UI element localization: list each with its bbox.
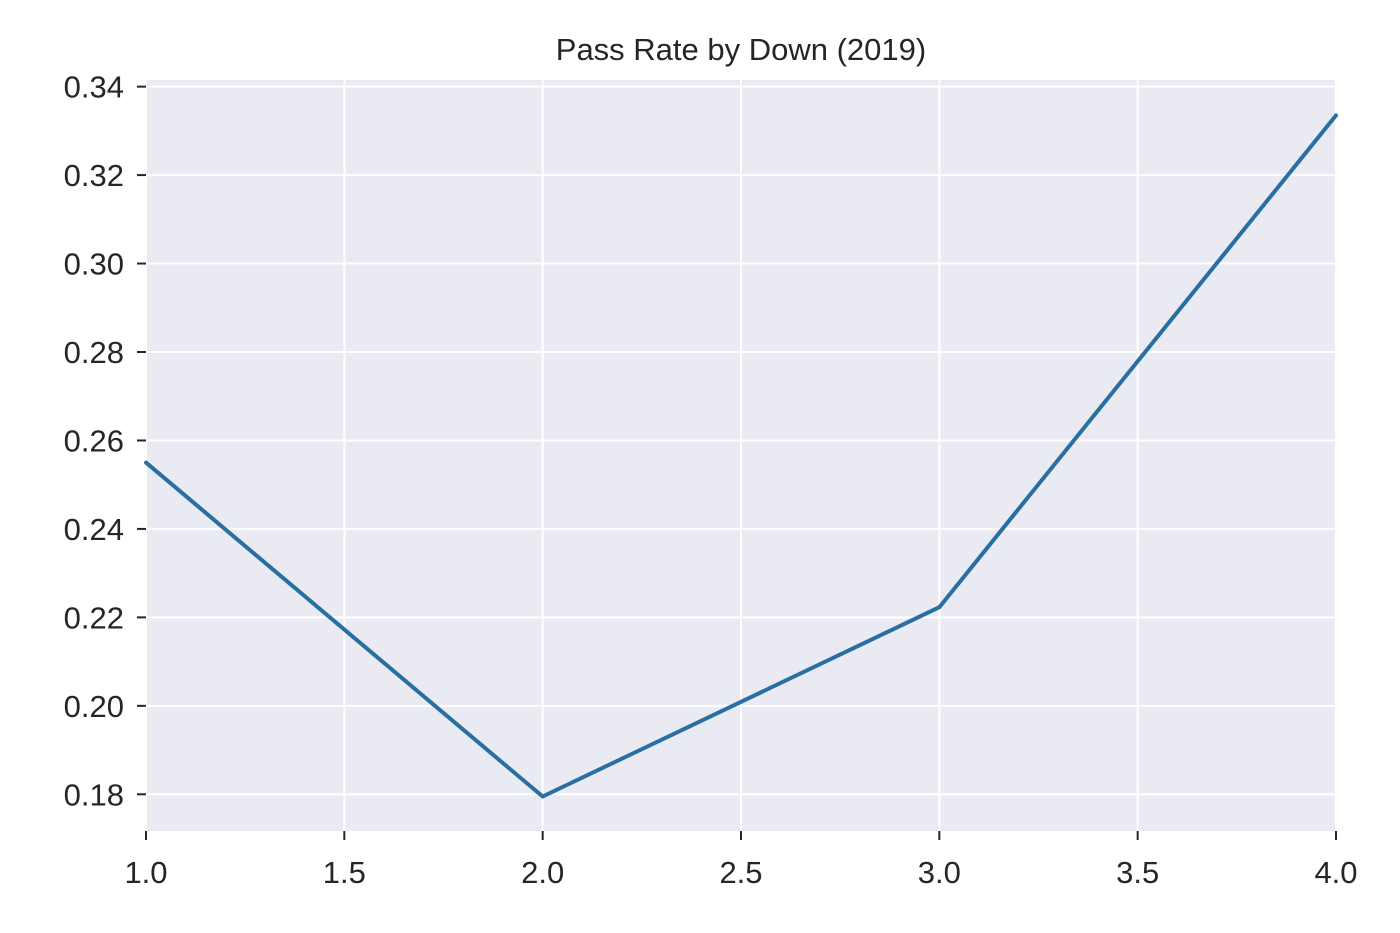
y-tick-label: 0.24 — [64, 512, 124, 547]
x-tick-label: 3.5 — [1116, 855, 1159, 890]
grid-lines — [145, 80, 1337, 831]
y-tick-label: 0.20 — [64, 689, 124, 724]
y-tick-label: 0.32 — [64, 158, 124, 193]
chart-title: Pass Rate by Down (2019) — [556, 32, 926, 67]
x-tick-label: 2.0 — [521, 855, 564, 890]
axis-ticks: 1.0 1.5 2.0 2.5 3.0 3.5 4.0 0.18 0.20 0.22 0.24 0.2… — [64, 70, 1358, 890]
y-tick-label: 0.28 — [64, 335, 124, 370]
x-tick-label: 4.0 — [1314, 855, 1357, 890]
y-tick-label: 0.30 — [64, 247, 124, 282]
x-tick-label: 3.0 — [918, 855, 961, 890]
y-tick-label: 0.22 — [64, 600, 124, 635]
series-layer — [144, 113, 1338, 799]
y-tick-label: 0.18 — [64, 777, 124, 812]
x-tick-label: 2.5 — [719, 855, 762, 890]
y-tick-label: 0.34 — [64, 70, 124, 105]
series-line — [144, 113, 1338, 799]
x-tick-label: 1.0 — [124, 855, 167, 890]
x-tick-label: 1.5 — [323, 855, 366, 890]
y-tick-label: 0.26 — [64, 423, 124, 458]
